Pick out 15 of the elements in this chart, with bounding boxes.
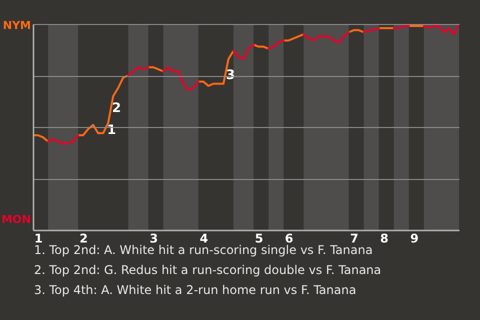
x-tick-label: 4 (200, 232, 208, 246)
annotation: 2 (112, 101, 122, 116)
x-tick-label: 8 (380, 232, 389, 246)
text: 3. Top 4th: A. White hit a 2-run home run vs F. Tanana (34, 283, 356, 297)
x-tick-label: 6 (284, 232, 294, 246)
text: 2. Top 2nd: G. Redus hit a run-scoring double vs F. Tanana (34, 263, 382, 277)
x-tick-label: 9 (410, 232, 419, 246)
x-tick-label: 2 (79, 232, 88, 246)
x-tick-label: 7 (350, 232, 358, 246)
text: NYM (2, 19, 31, 32)
text: 1. Top 2nd: A. White hit a run-scoring single vs F. Tanana (34, 243, 373, 257)
x-tick-label: 1 (34, 232, 43, 246)
x-tick-label: 3 (150, 232, 158, 246)
x-tick-label: 5 (254, 232, 264, 246)
text: MON (1, 213, 31, 226)
